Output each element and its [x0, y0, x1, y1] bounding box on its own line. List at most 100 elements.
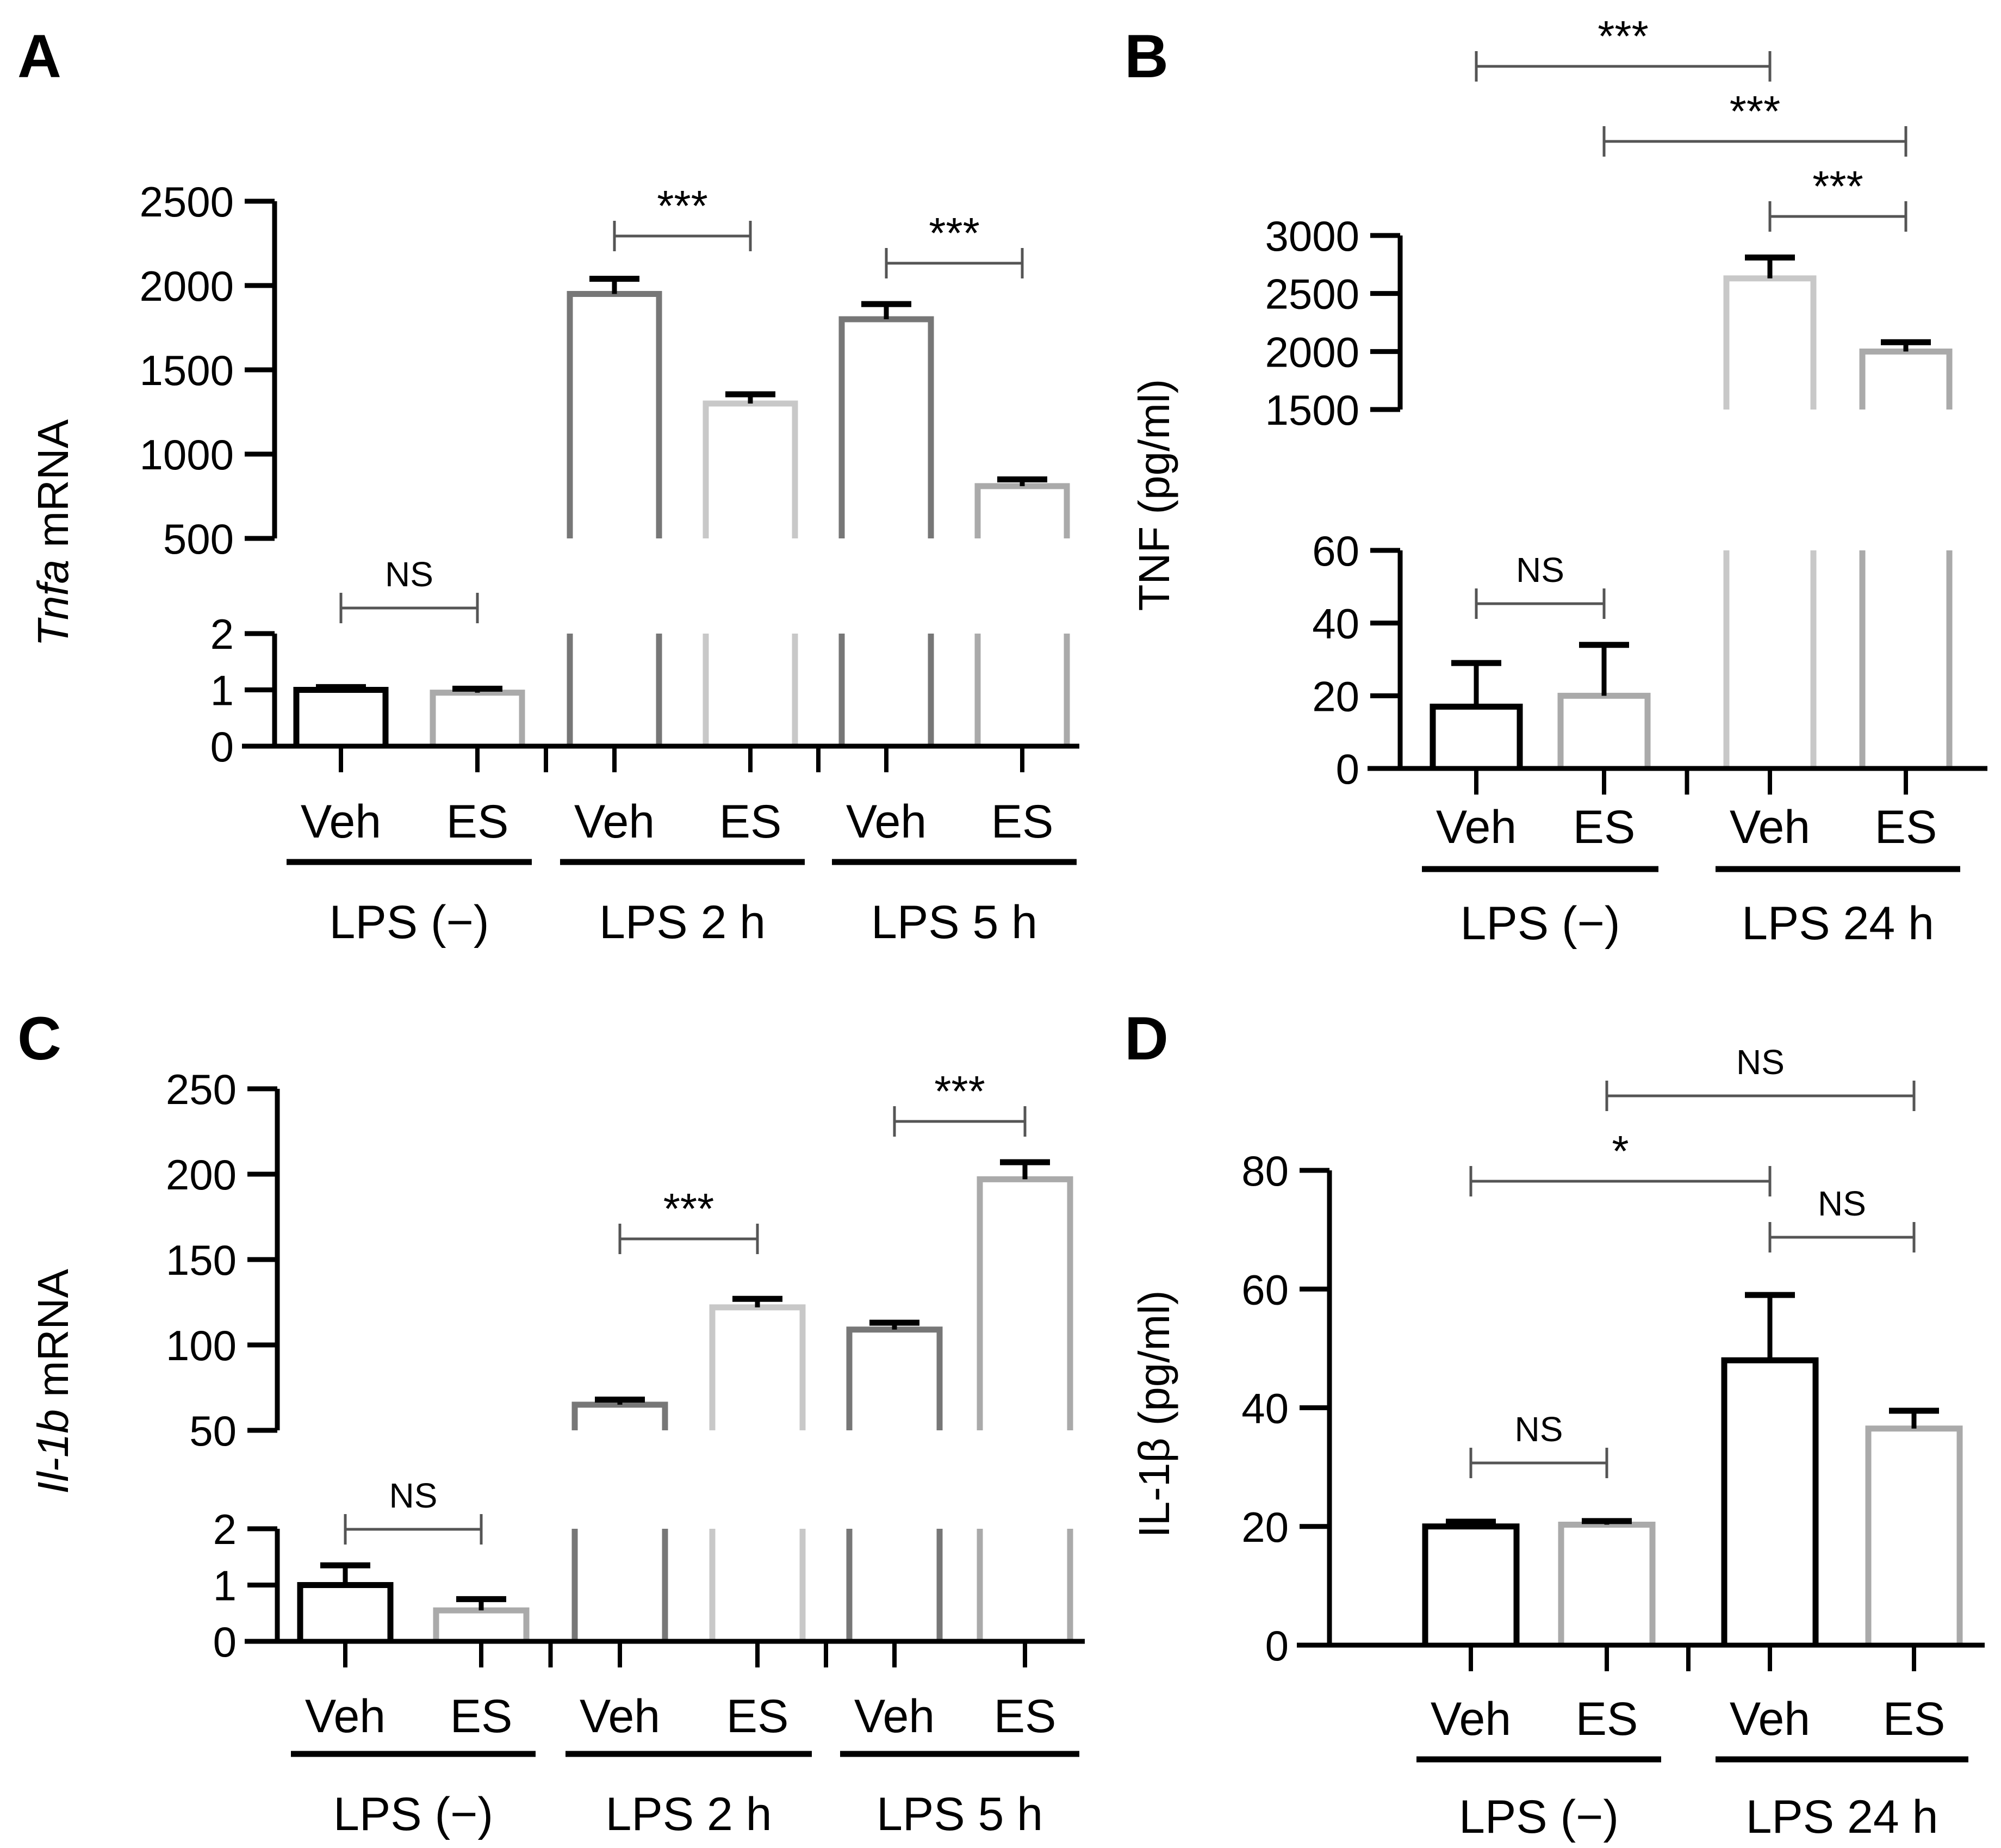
category-label: ES [1875, 801, 1937, 853]
y-tick-label: 20 [1241, 1503, 1289, 1551]
bar [1859, 348, 1953, 410]
bar [293, 687, 389, 746]
y-tick-label: 150 [166, 1236, 237, 1284]
y-tick-label: 50 [189, 1407, 237, 1455]
bar [1723, 275, 1817, 410]
group-label: LPS (−) [1461, 897, 1620, 950]
chart-d: Veh ES Veh ES 0 20 40 60 80 LPS (−) LPS 24 h NS NS * N… [1130, 1043, 1985, 1843]
bar [977, 1176, 1073, 1430]
y-axis-title-italic: Tnfa [29, 560, 77, 647]
group-label: LPS (−) [333, 1788, 493, 1840]
category-label: Veh [305, 1690, 386, 1742]
bar [974, 483, 1070, 538]
y-tick-label: 2000 [139, 262, 234, 310]
bar [1430, 703, 1523, 768]
y-axis-title-rest: mRNA [29, 419, 77, 559]
category-label: Veh [301, 796, 381, 848]
y-tick-label: 1 [210, 667, 234, 715]
significance-label: *** [657, 182, 707, 230]
category-label: Veh [1730, 801, 1810, 853]
category-label: ES [719, 796, 782, 848]
y-axis-title: Il-1b mRNA [29, 1269, 77, 1494]
bar [433, 1607, 530, 1641]
panel-label-b: B [1124, 22, 1169, 90]
significance-label: NS [385, 555, 433, 594]
panel-label-a: A [17, 22, 61, 90]
y-tick-label: 60 [1241, 1266, 1289, 1313]
category-label: Veh [1431, 1693, 1511, 1745]
group-label: LPS 24 h [1742, 897, 1934, 950]
group-label: LPS (−) [330, 896, 489, 948]
group-label: LPS 5 h [877, 1788, 1043, 1840]
panel-label-c: C [17, 1004, 61, 1072]
category-label: ES [994, 1690, 1057, 1742]
significance-label: NS [1515, 1410, 1563, 1449]
y-tick-label: 2500 [1265, 270, 1359, 318]
significance-label: *** [1812, 162, 1863, 210]
significance-label: NS [1516, 550, 1564, 590]
y-tick-label: 20 [1312, 672, 1359, 720]
panel-label-d: D [1124, 1004, 1169, 1072]
bar [703, 400, 798, 538]
y-tick-label: 40 [1312, 600, 1359, 648]
group-label: LPS 24 h [1746, 1791, 1938, 1843]
y-tick-label: 2000 [1265, 328, 1359, 376]
y-tick-label: 60 [1312, 527, 1359, 575]
bar [297, 1582, 394, 1641]
y-tick-label: 1500 [1265, 386, 1359, 434]
significance-label: NS [1818, 1184, 1866, 1223]
y-axis-title: Tnfa mRNA [29, 419, 77, 646]
y-axis-title-rest: mRNA [29, 1269, 77, 1409]
y-tick-label: 0 [1265, 1622, 1289, 1670]
bar [1865, 1425, 1963, 1645]
bar [1422, 1523, 1520, 1645]
significance-label: *** [1730, 87, 1780, 135]
bar [846, 1326, 943, 1430]
significance-label: * [1612, 1127, 1629, 1175]
y-axis-title: IL-1β (pg/ml) [1130, 1291, 1178, 1538]
group-label: LPS 5 h [871, 896, 1037, 948]
category-label: ES [726, 1690, 789, 1742]
category-label: Veh [854, 1690, 935, 1742]
category-label: ES [1883, 1693, 1946, 1745]
y-tick-label: 0 [210, 723, 234, 771]
bar [1557, 692, 1651, 768]
y-tick-label: 1 [213, 1562, 237, 1610]
y-tick-label: 2 [213, 1505, 237, 1553]
y-tick-label: 100 [166, 1322, 237, 1369]
category-label: ES [450, 1690, 513, 1742]
bar [709, 1304, 806, 1430]
category-label: Veh [574, 796, 655, 848]
category-label: Veh [1730, 1693, 1810, 1745]
group-label: LPS 2 h [599, 896, 766, 948]
bar [430, 690, 525, 746]
y-axis-title-italic: Il-1b [29, 1409, 77, 1494]
y-tick-label: 250 [166, 1065, 237, 1113]
y-tick-label: 1000 [139, 431, 234, 479]
category-label: ES [1576, 1693, 1638, 1745]
y-tick-label: 1500 [139, 346, 234, 394]
y-tick-label: 500 [163, 515, 234, 563]
category-label: ES [991, 796, 1054, 848]
y-tick-label: 80 [1241, 1147, 1289, 1195]
y-tick-label: 3000 [1265, 212, 1359, 260]
significance-label: *** [663, 1185, 714, 1233]
significance-label: NS [389, 1476, 438, 1515]
group-label: LPS 2 h [606, 1788, 772, 1840]
category-label: Veh [580, 1690, 660, 1742]
category-label: ES [1573, 801, 1636, 853]
y-tick-label: 200 [166, 1151, 237, 1199]
y-tick-label: 2500 [139, 178, 234, 226]
y-tick-label: 40 [1241, 1385, 1289, 1432]
significance-label: *** [929, 209, 979, 257]
y-tick-label: 0 [213, 1618, 237, 1666]
chart-b: Veh ES Veh ES 0 20 40 60 1500 2000 2500 3000 LPS (−)… [1130, 12, 1987, 950]
significance-label: NS [1736, 1043, 1785, 1082]
category-label: ES [446, 796, 509, 848]
bar [1721, 1357, 1819, 1645]
significance-label: *** [1598, 12, 1648, 60]
bar [567, 291, 662, 538]
y-tick-label: 2 [210, 610, 234, 658]
